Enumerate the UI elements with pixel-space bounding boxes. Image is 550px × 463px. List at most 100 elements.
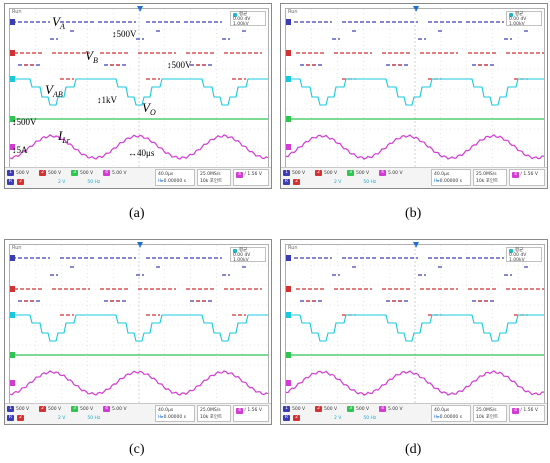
scope-panel-c: Run 평균 0.00 dV 1.00kV 1 500 V 2 500 V 3 500… — [4, 239, 272, 425]
trace-ilr — [10, 134, 268, 160]
channel-1-setting[interactable]: 1 500 V — [5, 170, 37, 176]
channel-marker — [286, 352, 291, 358]
channel-marker — [10, 380, 15, 386]
caption-b: (b) — [405, 206, 422, 221]
label-vo: VO — [142, 100, 156, 117]
channel-marker — [286, 76, 291, 82]
run-status: Run — [12, 245, 22, 251]
scale-va: ↕500V — [112, 29, 137, 39]
channel-4-setting[interactable]: 4 5.00 V — [101, 170, 133, 176]
channel-marker — [10, 255, 15, 261]
run-status: Run — [288, 9, 298, 15]
channel-marker — [10, 76, 15, 82]
channel-marker — [286, 286, 291, 292]
trigger-box[interactable]: 4 / 1.56 V — [233, 169, 269, 186]
channel-marker — [286, 380, 291, 386]
measurement-icon — [509, 248, 513, 253]
caption-d: (d) — [405, 442, 422, 457]
timebase-box[interactable]: 40.0μs H▸0.00000 s — [431, 405, 471, 422]
channel-marker — [286, 255, 291, 261]
measurement-box: 평균 0.00 dV 1.00kV — [230, 247, 266, 263]
channel-marker — [10, 116, 15, 122]
channel-1-setting[interactable]: 1 500 V — [281, 406, 313, 412]
waveform-traces — [286, 245, 544, 405]
measurement-icon — [509, 12, 513, 17]
channel-3-setting[interactable]: 3 500 V — [69, 406, 101, 412]
channel-marker — [286, 116, 291, 122]
label-vb: VB — [85, 48, 98, 65]
waveform-traces — [10, 245, 268, 405]
channel-1-setting[interactable]: 1 500 V — [281, 170, 313, 176]
waveform-traces — [286, 9, 544, 169]
timebase-box[interactable]: 40.0μs H▸0.00000 s — [431, 169, 471, 186]
channel-2-setting[interactable]: 2 500 V — [313, 406, 345, 412]
channel-4-setting[interactable]: 4 5.00 V — [377, 170, 409, 176]
run-status: Run — [12, 9, 22, 15]
scale-vo: ↕500V — [12, 117, 37, 127]
channel-marker — [10, 50, 15, 56]
label-va: VA — [52, 14, 65, 31]
acquisition-box[interactable]: 25.0MS/s 10k 포인트 — [473, 169, 507, 186]
trigger-marker-icon — [137, 242, 143, 248]
scope-panel-b: Run 평균 0.00 dV 1.00kV 1 500 V 2 500 V 3 500… — [280, 3, 548, 189]
channel-marker — [10, 286, 15, 292]
scope-screen: Run 평균 0.00 dV 1.00kV — [9, 242, 269, 406]
channel-3-setting[interactable]: 3 500 V — [69, 170, 101, 176]
channel-marker — [286, 312, 291, 318]
timebase-box[interactable]: 40.0μs H▸0.00000 s — [155, 405, 195, 422]
scope-screen: Run 평균 0.00 dV 1.00kV — [285, 6, 545, 170]
channel-2-setting[interactable]: 2 500 V — [313, 170, 345, 176]
trigger-marker-icon — [137, 6, 143, 12]
run-status: Run — [288, 245, 298, 251]
trigger-box[interactable]: 4 / 1.56 V — [233, 405, 269, 422]
channel-2-setting[interactable]: 2 500 V — [37, 170, 69, 176]
scope-panel-d: Run 평균 0.00 dV 1.00kV 1 500 V 2 500 V 3 500… — [280, 239, 548, 425]
timebase-box[interactable]: 40.0μs H▸0.00000 s — [155, 169, 195, 186]
channel-4-setting[interactable]: 4 5.00 V — [377, 406, 409, 412]
acquisition-box[interactable]: 25.0MS/s 10k 포인트 — [197, 405, 231, 422]
channel-marker — [286, 50, 291, 56]
measurement-box: 평균 0.00 dV 1.00kV — [230, 11, 266, 27]
acquisition-box[interactable]: 25.0MS/s 10k 포인트 — [197, 169, 231, 186]
trace-vab — [286, 314, 544, 342]
channel-marker — [10, 312, 15, 318]
channel-2-setting[interactable]: 2 500 V — [37, 406, 69, 412]
trace-vab — [286, 78, 544, 106]
measurement-icon — [233, 248, 237, 253]
measurement-box: 평균 0.00 dV 1.00kV — [506, 247, 542, 263]
channel-marker — [286, 19, 291, 25]
trace-vab — [10, 78, 268, 106]
caption-c: (c) — [129, 442, 145, 457]
trigger-marker-icon — [413, 242, 419, 248]
scope-screen: Run 평균 0.00 dV 1.00kV — [9, 6, 269, 170]
channel-1-setting[interactable]: 1 500 V — [5, 406, 37, 412]
trace-ilr — [286, 134, 544, 160]
trace-ilr — [286, 370, 544, 396]
label-vab: VAB — [45, 82, 63, 99]
channel-marker — [10, 352, 15, 358]
channel-marker — [10, 144, 15, 150]
scale-vb: ↕500V — [167, 60, 192, 70]
scale-vab: ↕1kV — [97, 95, 117, 105]
scale-i: ↕5A — [12, 145, 28, 155]
channel-marker — [10, 19, 15, 25]
trace-ilr — [10, 370, 268, 396]
scope-screen: Run 평균 0.00 dV 1.00kV — [285, 242, 545, 406]
measurement-icon — [233, 12, 237, 17]
acquisition-box[interactable]: 25.0MS/s 10k 포인트 — [473, 405, 507, 422]
channel-3-setting[interactable]: 3 500 V — [345, 170, 377, 176]
trigger-marker-icon — [413, 6, 419, 12]
trigger-box[interactable]: 4 / 1.56 V — [509, 405, 545, 422]
channel-3-setting[interactable]: 3 500 V — [345, 406, 377, 412]
scope-panel-a: Run 평균 0.00 dV 1.00kV 1 500 V 2 500 V 3 500… — [4, 3, 272, 189]
trigger-box[interactable]: 4 / 1.56 V — [509, 169, 545, 186]
channel-4-setting[interactable]: 4 5.00 V — [101, 406, 133, 412]
measurement-box: 평균 0.00 dV 1.00kV — [506, 11, 542, 27]
